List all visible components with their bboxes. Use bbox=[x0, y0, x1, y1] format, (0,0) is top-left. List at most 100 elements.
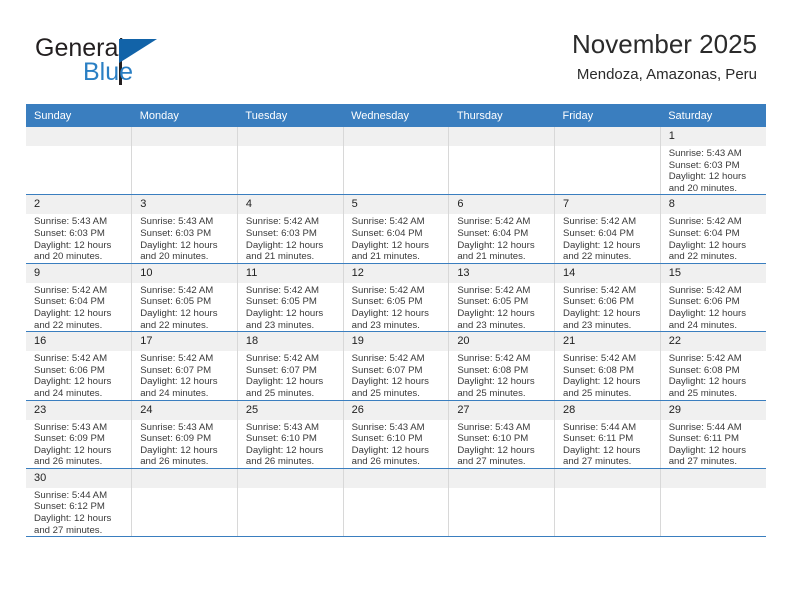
calendar-day-cell[interactable]: 25 Sunrise: 5:43 AM Sunset: 6:10 PM Dayligh… bbox=[237, 400, 344, 469]
calendar-cell-empty bbox=[448, 127, 556, 196]
day-details: Sunrise: 5:43 AM Sunset: 6:09 PM Daylight:… bbox=[132, 420, 237, 468]
calendar-day-cell[interactable]: 2 Sunrise: 5:43 AM Sunset: 6:03 PM Daylight… bbox=[26, 194, 133, 264]
calendar-day-cell[interactable]: 12 Sunrise: 5:42 AM Sunset: 6:05 PM Dayligh… bbox=[343, 263, 450, 333]
sunrise-text: Sunrise: 5:42 AM bbox=[563, 216, 637, 228]
sunrise-text: Sunrise: 5:42 AM bbox=[351, 353, 425, 365]
sunset-text: Sunset: 6:03 PM bbox=[245, 227, 317, 239]
calendar-week-row: 16 Sunrise: 5:42 AM Sunset: 6:06 PM Dayligh… bbox=[26, 331, 766, 401]
day-number: 19 bbox=[343, 332, 449, 352]
weekday-header-friday: Friday bbox=[554, 104, 661, 127]
calendar-day-cell[interactable]: 13 Sunrise: 5:42 AM Sunset: 6:05 PM Dayligh… bbox=[448, 263, 556, 333]
calendar-week-row: 1 Sunrise: 5:43 AM Sunset: 6:03 PM Daylight… bbox=[26, 127, 766, 196]
day-number: 17 bbox=[132, 332, 237, 352]
day-number bbox=[449, 127, 555, 146]
day-details: Sunrise: 5:42 AM Sunset: 6:05 PM Daylight:… bbox=[238, 283, 343, 331]
calendar-day-cell[interactable]: 22 Sunrise: 5:42 AM Sunset: 6:08 PM Dayligh… bbox=[660, 331, 766, 401]
sunset-text: Sunset: 6:08 PM bbox=[668, 364, 740, 376]
daylight-text-line1: Daylight: 12 hours bbox=[351, 239, 429, 251]
daylight-text-line2: and 27 minutes. bbox=[563, 456, 632, 468]
day-details: Sunrise: 5:44 AM Sunset: 6:12 PM Daylight:… bbox=[26, 488, 131, 536]
day-details: Sunrise: 5:44 AM Sunset: 6:11 PM Daylight:… bbox=[661, 420, 766, 468]
day-number bbox=[26, 127, 132, 146]
day-details: Sunrise: 5:42 AM Sunset: 6:07 PM Daylight:… bbox=[238, 351, 343, 399]
day-number: 18 bbox=[237, 332, 343, 352]
calendar-day-cell[interactable]: 24 Sunrise: 5:43 AM Sunset: 6:09 PM Dayligh… bbox=[131, 400, 238, 469]
calendar-day-cell[interactable]: 11 Sunrise: 5:42 AM Sunset: 6:05 PM Dayligh… bbox=[237, 263, 344, 333]
sunrise-text: Sunrise: 5:42 AM bbox=[563, 353, 637, 365]
day-number bbox=[343, 127, 449, 146]
sunset-text: Sunset: 6:08 PM bbox=[457, 364, 529, 376]
calendar-day-cell[interactable]: 21 Sunrise: 5:42 AM Sunset: 6:08 PM Dayligh… bbox=[554, 331, 661, 401]
day-number: 25 bbox=[237, 400, 343, 420]
daylight-text-line2: and 23 minutes. bbox=[245, 319, 315, 331]
calendar-day-cell[interactable]: 15 Sunrise: 5:42 AM Sunset: 6:06 PM Dayligh… bbox=[660, 263, 766, 333]
calendar-day-cell[interactable]: 8 Sunrise: 5:42 AM Sunset: 6:04 PM Daylight… bbox=[660, 194, 766, 264]
calendar-day-cell[interactable]: 3 Sunrise: 5:43 AM Sunset: 6:03 PM Daylight… bbox=[131, 194, 238, 264]
daylight-text-line2: and 25 minutes. bbox=[351, 387, 420, 399]
day-number: 11 bbox=[237, 263, 343, 283]
calendar-day-cell[interactable]: 30 Sunrise: 5:44 AM Sunset: 6:12 PM Dayligh… bbox=[26, 468, 133, 538]
day-details: Sunrise: 5:43 AM Sunset: 6:10 PM Daylight:… bbox=[449, 420, 554, 468]
calendar-body: 1 Sunrise: 5:43 AM Sunset: 6:03 PM Daylight… bbox=[26, 127, 766, 538]
general-blue-logo[interactable]: General Blue bbox=[35, 34, 215, 90]
calendar-day-cell[interactable]: 29 Sunrise: 5:44 AM Sunset: 6:11 PM Dayligh… bbox=[660, 400, 766, 469]
day-number: 21 bbox=[555, 332, 660, 352]
day-details: Sunrise: 5:42 AM Sunset: 6:07 PM Daylight:… bbox=[344, 351, 449, 399]
calendar-day-cell[interactable]: 5 Sunrise: 5:42 AM Sunset: 6:04 PM Daylight… bbox=[343, 194, 450, 264]
sunrise-text: Sunrise: 5:44 AM bbox=[563, 421, 637, 433]
sunrise-text: Sunrise: 5:42 AM bbox=[457, 353, 531, 365]
day-number bbox=[555, 468, 660, 488]
daylight-text-line1: Daylight: 12 hours bbox=[140, 444, 218, 456]
day-number: 20 bbox=[449, 332, 555, 352]
calendar-day-cell[interactable]: 6 Sunrise: 5:42 AM Sunset: 6:04 PM Daylight… bbox=[448, 194, 556, 264]
day-number bbox=[237, 468, 343, 488]
calendar-day-cell[interactable]: 23 Sunrise: 5:43 AM Sunset: 6:09 PM Dayligh… bbox=[26, 400, 133, 469]
calendar-day-cell[interactable]: 9 Sunrise: 5:42 AM Sunset: 6:04 PM Daylight… bbox=[26, 263, 133, 333]
day-details: Sunrise: 5:42 AM Sunset: 6:06 PM Daylight:… bbox=[26, 351, 131, 399]
daylight-text-line1: Daylight: 12 hours bbox=[563, 444, 641, 456]
sunset-text: Sunset: 6:08 PM bbox=[563, 364, 634, 376]
day-number bbox=[555, 127, 660, 146]
daylight-text-line2: and 25 minutes. bbox=[563, 387, 632, 399]
calendar-day-cell[interactable]: 4 Sunrise: 5:42 AM Sunset: 6:03 PM Daylight… bbox=[237, 194, 344, 264]
calendar-day-cell[interactable]: 28 Sunrise: 5:44 AM Sunset: 6:11 PM Dayligh… bbox=[554, 400, 661, 469]
calendar-day-cell[interactable]: 14 Sunrise: 5:42 AM Sunset: 6:06 PM Dayligh… bbox=[554, 263, 661, 333]
daylight-text-line2: and 22 minutes. bbox=[34, 319, 103, 331]
calendar-day-cell[interactable]: 10 Sunrise: 5:42 AM Sunset: 6:05 PM Dayligh… bbox=[131, 263, 238, 333]
sunrise-text: Sunrise: 5:43 AM bbox=[668, 148, 742, 159]
sunrise-text: Sunrise: 5:42 AM bbox=[563, 284, 637, 296]
sunset-text: Sunset: 6:05 PM bbox=[351, 296, 423, 308]
calendar-day-cell[interactable]: 27 Sunrise: 5:43 AM Sunset: 6:10 PM Dayligh… bbox=[448, 400, 556, 469]
sunset-text: Sunset: 6:11 PM bbox=[668, 433, 739, 445]
daylight-text-line2: and 23 minutes. bbox=[351, 319, 420, 331]
day-number: 13 bbox=[449, 263, 555, 283]
day-number bbox=[237, 127, 343, 146]
calendar-day-cell[interactable]: 7 Sunrise: 5:42 AM Sunset: 6:04 PM Daylight… bbox=[554, 194, 661, 264]
calendar-day-cell[interactable]: 16 Sunrise: 5:42 AM Sunset: 6:06 PM Dayligh… bbox=[26, 331, 133, 401]
daylight-text-line2: and 26 minutes. bbox=[34, 456, 103, 468]
sunset-text: Sunset: 6:09 PM bbox=[140, 433, 212, 445]
day-details: Sunrise: 5:42 AM Sunset: 6:05 PM Daylight:… bbox=[344, 283, 449, 331]
sunset-text: Sunset: 6:04 PM bbox=[563, 227, 634, 239]
sunset-text: Sunset: 6:05 PM bbox=[245, 296, 317, 308]
day-details: Sunrise: 5:42 AM Sunset: 6:06 PM Daylight:… bbox=[661, 283, 766, 331]
sunset-text: Sunset: 6:07 PM bbox=[351, 364, 423, 376]
sunrise-text: Sunrise: 5:43 AM bbox=[245, 421, 319, 433]
calendar-day-cell[interactable]: 1 Sunrise: 5:43 AM Sunset: 6:03 PM Daylight… bbox=[660, 127, 766, 196]
sunrise-text: Sunrise: 5:42 AM bbox=[245, 284, 319, 296]
daylight-text-line2: and 24 minutes. bbox=[140, 387, 209, 399]
calendar-day-cell[interactable]: 17 Sunrise: 5:42 AM Sunset: 6:07 PM Dayligh… bbox=[131, 331, 238, 401]
day-number: 1 bbox=[660, 127, 766, 146]
calendar-day-cell[interactable]: 20 Sunrise: 5:42 AM Sunset: 6:08 PM Dayligh… bbox=[448, 331, 556, 401]
daylight-text-line1: Daylight: 12 hours bbox=[563, 376, 641, 388]
day-details: Sunrise: 5:42 AM Sunset: 6:03 PM Daylight:… bbox=[238, 214, 343, 262]
daylight-text-line2: and 23 minutes. bbox=[457, 319, 526, 331]
day-number: 26 bbox=[343, 400, 449, 420]
daylight-text-line2: and 24 minutes. bbox=[34, 387, 103, 399]
daylight-text-line1: Daylight: 12 hours bbox=[34, 513, 112, 525]
calendar-day-cell[interactable]: 18 Sunrise: 5:42 AM Sunset: 6:07 PM Dayligh… bbox=[237, 331, 344, 401]
day-number: 5 bbox=[343, 195, 449, 215]
daylight-text-line2: and 25 minutes. bbox=[668, 387, 737, 399]
calendar-day-cell[interactable]: 19 Sunrise: 5:42 AM Sunset: 6:07 PM Dayligh… bbox=[343, 331, 450, 401]
calendar-day-cell[interactable]: 26 Sunrise: 5:43 AM Sunset: 6:10 PM Dayligh… bbox=[343, 400, 450, 469]
